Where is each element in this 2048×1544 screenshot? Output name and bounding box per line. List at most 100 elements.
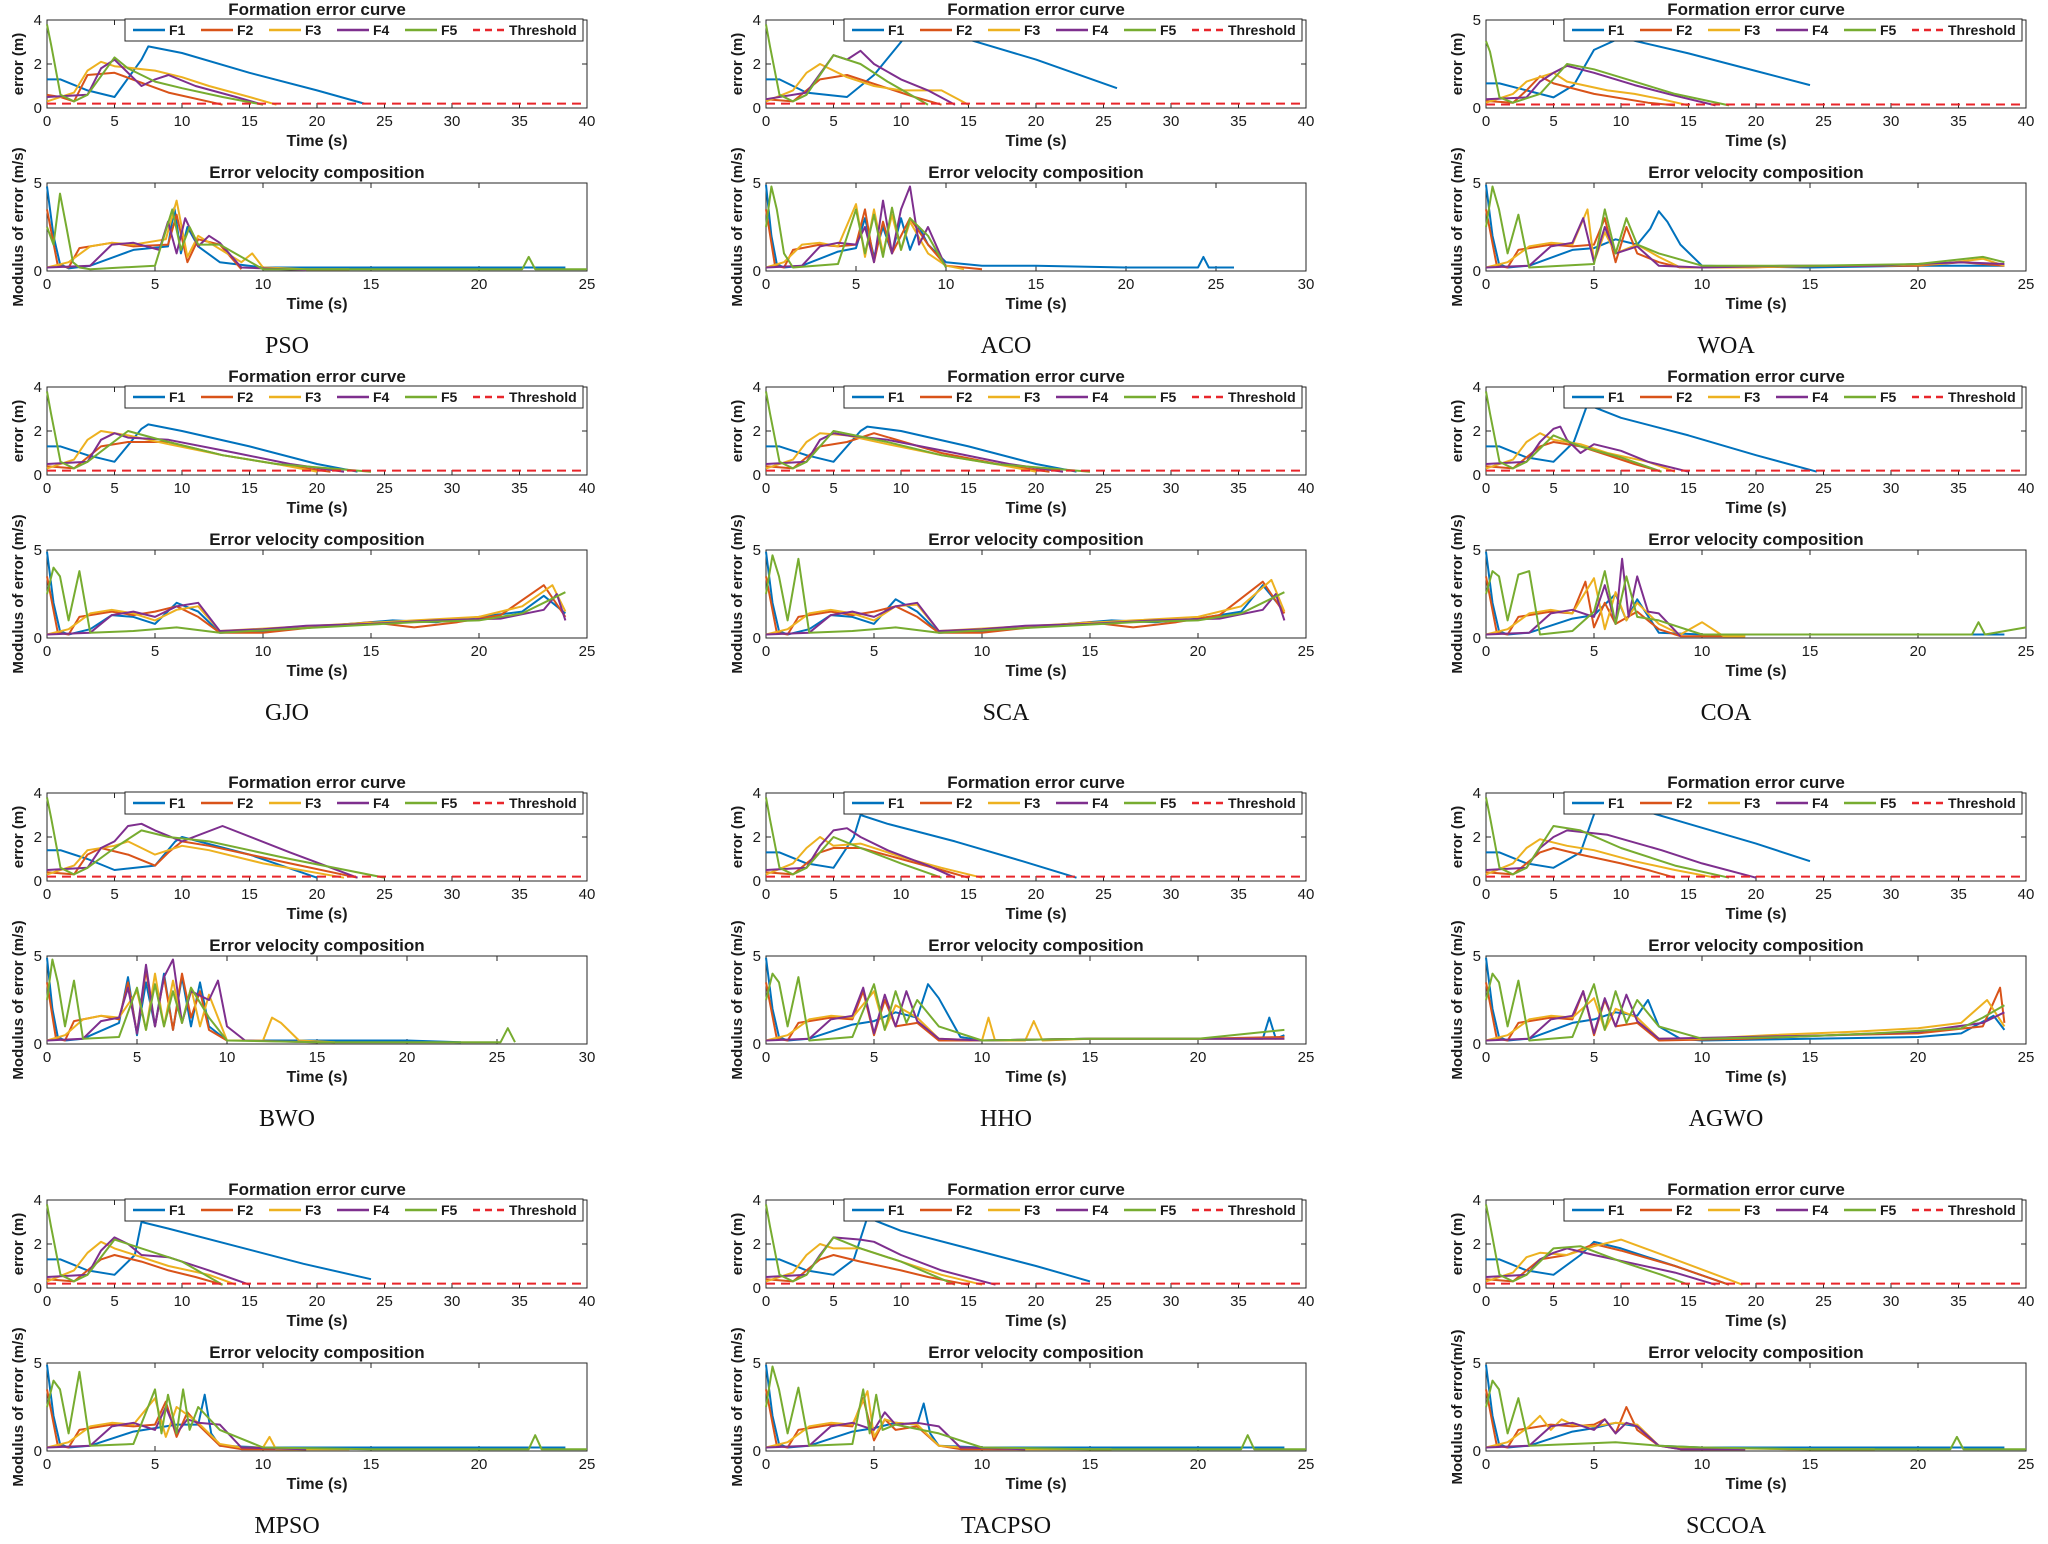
formation-error-ytick-label: 2 [753, 1236, 761, 1253]
formation-error-xlabel: Time (s) [1005, 1313, 1066, 1330]
legend-label-f3: F3 [305, 389, 322, 405]
error-velocity-plot-area [46, 182, 588, 272]
formation-error-xtick-label: 25 [1815, 1293, 1832, 1310]
legend-label-f5: F5 [1880, 1202, 1897, 1218]
error-velocity-plot-area [1485, 549, 2027, 639]
formation-error-xlabel: Time (s) [286, 133, 347, 150]
legend-label-f3: F3 [1024, 22, 1041, 38]
legend-label-f3: F3 [1744, 389, 1761, 405]
formation-error-xtick-label: 10 [1613, 886, 1630, 903]
formation-error-series-f3 [765, 1243, 983, 1286]
formation-error-title: Formation error curve [1667, 773, 1845, 792]
formation-error-ytick-label: 4 [753, 379, 761, 396]
error-velocity-xlabel: Time (s) [286, 1069, 347, 1086]
formation-error-xlabel: Time (s) [1725, 1313, 1786, 1330]
error-velocity-ytick-label: 5 [1473, 175, 1481, 192]
formation-error-ylabel: error (m) [1449, 33, 1466, 96]
formation-error-xtick-label: 30 [1163, 886, 1180, 903]
formation-error-xtick-label: 40 [2018, 1293, 2035, 1310]
formation-error-title: Formation error curve [947, 773, 1125, 792]
formation-error-xtick-label: 35 [1950, 1293, 1967, 1310]
subfigure-sccoa: 0 5 10 15 20 25 30 35 40 0 2 4 Formation error curve… [1449, 1180, 2034, 1539]
formation-error-xtick-label: 20 [1028, 1293, 1045, 1310]
formation-error-xtick-label: 35 [1230, 886, 1247, 903]
error-velocity-ylabel: Modulus of error (m/s) [729, 514, 746, 673]
error-velocity-title: Error velocity composition [209, 1343, 424, 1362]
error-velocity-xtick-label: 20 [1118, 276, 1135, 293]
legend-label-f4: F4 [1092, 389, 1109, 405]
error-velocity-xtick-label: 25 [579, 1456, 596, 1473]
formation-error-series-f5 [1485, 797, 1730, 879]
formation-error-series-f3 [46, 1240, 237, 1286]
error-velocity-plot-area [765, 182, 1307, 272]
error-velocity-xtick-label: 5 [151, 1456, 159, 1473]
formation-error-series-f4 [46, 58, 264, 106]
formation-error-series-f2 [765, 1254, 969, 1286]
formation-error-ytick-label: 4 [34, 12, 42, 29]
formation-error-ytick-label: 2 [1473, 423, 1481, 440]
formation-error-xtick-label: 25 [1815, 480, 1832, 497]
error-velocity-ytick-label: 0 [1473, 1443, 1481, 1460]
error-velocity-xtick-label: 25 [1298, 1456, 1315, 1473]
formation-error-title: Formation error curve [228, 1180, 406, 1199]
formation-error-ylabel: error (m) [1449, 806, 1466, 869]
legend-label-f5: F5 [1880, 389, 1897, 405]
formation-error-series-f5 [46, 24, 264, 106]
error-velocity-xlabel: Time (s) [1725, 1476, 1786, 1493]
legend-label-f2: F2 [237, 22, 254, 38]
formation-error-ytick-label: 0 [1473, 873, 1481, 890]
panel-caption: COA [1701, 700, 1752, 726]
formation-error-ytick-label: 0 [34, 100, 42, 117]
formation-error-xtick-label: 0 [762, 886, 770, 903]
formation-error-xtick-label: 40 [1298, 480, 1315, 497]
error-velocity-xtick-label: 20 [471, 1456, 488, 1473]
error-velocity-ytick-label: 0 [753, 263, 761, 280]
legend-label-f4: F4 [373, 795, 390, 811]
legend-label-f5: F5 [1880, 22, 1897, 38]
error-velocity-xtick-label: 25 [1298, 1049, 1315, 1066]
legend-label-f1: F1 [888, 1202, 905, 1218]
legend-label-f2: F2 [1676, 22, 1693, 38]
formation-error-ytick-label: 2 [34, 829, 42, 846]
error-velocity-ytick-label: 5 [1473, 948, 1481, 965]
error-velocity-series-f3 [46, 972, 336, 1044]
legend-label-threshold: Threshold [509, 795, 577, 811]
formation-error-series-f5 [46, 797, 385, 879]
legend-label-threshold: Threshold [509, 22, 577, 38]
error-velocity-series-f3 [46, 1397, 350, 1451]
error-velocity-series-f4 [765, 1411, 1026, 1451]
formation-error-xtick-label: 40 [579, 480, 596, 497]
formation-error-xtick-label: 20 [309, 886, 326, 903]
legend-label-threshold: Threshold [1948, 795, 2016, 811]
error-velocity-series-f5 [765, 185, 947, 269]
formation-error-xtick-label: 15 [1680, 113, 1697, 130]
error-velocity-xtick-label: 10 [255, 643, 272, 660]
error-velocity-xtick-label: 15 [363, 643, 380, 660]
panel-caption: TACPSO [961, 1513, 1051, 1539]
error-velocity-series-f5 [46, 566, 566, 634]
error-velocity-xtick-label: 5 [852, 276, 860, 293]
error-velocity-plot-area [1485, 1362, 2027, 1452]
error-velocity-xtick-label: 10 [974, 1456, 991, 1473]
formation-error-xtick-label: 30 [1883, 1293, 1900, 1310]
formation-error-xtick-label: 10 [893, 886, 910, 903]
formation-error-xtick-label: 0 [762, 113, 770, 130]
formation-error-series-f2 [1485, 441, 1662, 473]
formation-error-xtick-label: 5 [1549, 480, 1557, 497]
error-velocity-xtick-label: 15 [1082, 1049, 1099, 1066]
error-velocity-xtick-label: 25 [489, 1049, 506, 1066]
error-velocity-ytick-label: 0 [34, 1036, 42, 1053]
formation-error-xtick-label: 15 [241, 113, 258, 130]
error-velocity-xtick-label: 15 [363, 276, 380, 293]
formation-error-series-f5 [765, 1204, 956, 1286]
formation-error-xtick-label: 25 [1095, 1293, 1112, 1310]
formation-error-xtick-label: 5 [829, 1293, 837, 1310]
formation-error-series-f3 [46, 60, 277, 106]
legend-label-f2: F2 [237, 795, 254, 811]
legend-label-f5: F5 [441, 22, 458, 38]
error-velocity-ylabel: Modulus of error (m/s) [729, 920, 746, 1079]
error-velocity-xtick-label: 15 [1082, 1456, 1099, 1473]
legend-label-f3: F3 [305, 1202, 322, 1218]
formation-error-ytick-label: 4 [1473, 379, 1481, 396]
formation-error-ytick-label: 0 [34, 1280, 42, 1297]
